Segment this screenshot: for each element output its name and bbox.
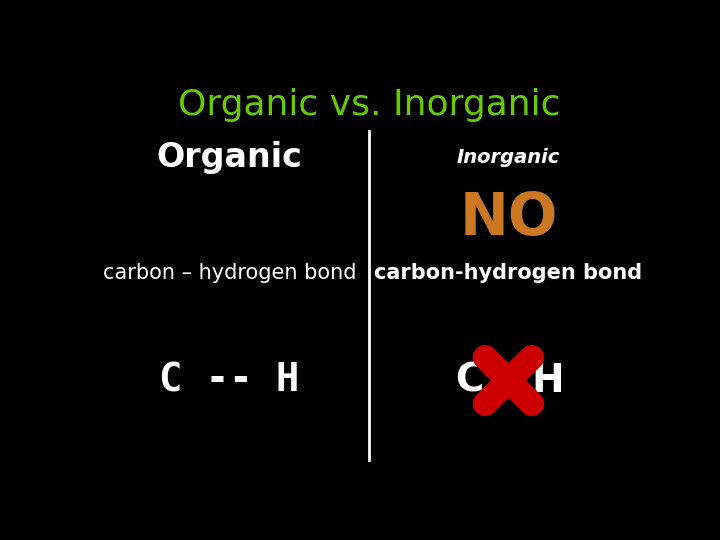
Text: H: H <box>531 361 564 400</box>
Text: NO: NO <box>459 190 558 247</box>
Text: C: C <box>456 361 484 400</box>
Text: Inorganic: Inorganic <box>457 148 560 167</box>
Text: carbon-hydrogen bond: carbon-hydrogen bond <box>374 262 642 283</box>
Text: C -- H: C -- H <box>159 361 300 400</box>
Text: Organic: Organic <box>156 141 302 174</box>
Text: carbon – hydrogen bond: carbon – hydrogen bond <box>103 262 356 283</box>
Text: Organic vs. Inorganic: Organic vs. Inorganic <box>178 88 560 122</box>
